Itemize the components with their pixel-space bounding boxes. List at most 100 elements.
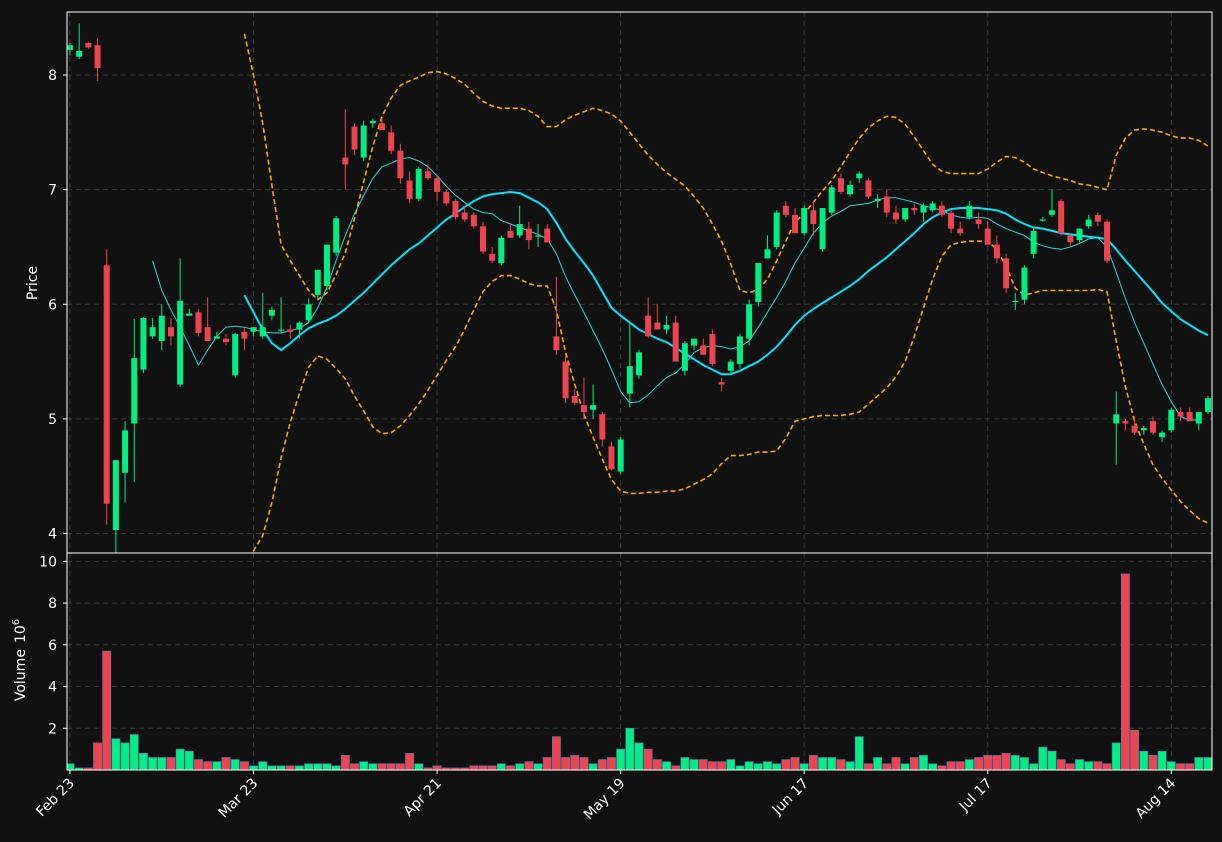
- candle: [672, 315, 679, 362]
- volume-bar: [891, 757, 901, 770]
- volume-bar: [1010, 755, 1020, 770]
- candle: [718, 377, 725, 392]
- volume-bar: [221, 757, 231, 770]
- candle-body: [819, 207, 826, 250]
- volume-bar: [1047, 750, 1057, 770]
- candle: [195, 308, 202, 337]
- volume-tick-label: 6: [48, 638, 57, 654]
- volume-bar: [515, 763, 525, 770]
- candle: [1030, 228, 1037, 259]
- candle-body: [663, 324, 670, 330]
- candle-body: [434, 178, 441, 192]
- candle-body: [966, 205, 973, 218]
- volume-bar: [469, 765, 479, 770]
- volume-bar: [506, 765, 515, 770]
- candle: [76, 23, 83, 59]
- candle-body: [351, 126, 358, 150]
- volume-bar: [120, 742, 130, 770]
- volume-bar: [937, 765, 947, 770]
- volume-bar: [1194, 757, 1204, 770]
- candle-body: [507, 230, 514, 238]
- bollinger-bands: [243, 33, 1209, 553]
- volume-bar: [726, 759, 736, 770]
- candle-body: [590, 405, 597, 410]
- volume-bar: [1093, 761, 1103, 770]
- candle-body: [773, 212, 780, 247]
- volume-bar: [267, 765, 277, 770]
- candle-body: [268, 310, 275, 316]
- candle-body: [223, 338, 230, 343]
- candle-body: [1021, 267, 1028, 300]
- volume-bar: [285, 765, 295, 770]
- candle: [369, 118, 376, 128]
- candle: [535, 224, 542, 247]
- candle: [544, 224, 551, 243]
- candlesticks: [67, 23, 1211, 553]
- candle-body: [1076, 228, 1083, 241]
- candle: [828, 185, 835, 215]
- candle: [131, 319, 138, 482]
- candle-body: [415, 169, 422, 199]
- candle-body: [479, 226, 486, 252]
- candle: [571, 389, 578, 406]
- x-axis-ticks: Feb 23 Mar 23 Apr 21 May 19 Jun 17 Jul 17 Aug …: [33, 770, 1179, 823]
- candle: [580, 377, 587, 419]
- x-tick-label: Jul 17: [956, 776, 996, 816]
- volume-bar: [239, 761, 249, 770]
- candle-body: [1159, 432, 1166, 438]
- candle-body: [892, 212, 899, 220]
- candle: [470, 212, 477, 229]
- candle-body: [1067, 235, 1074, 243]
- candle: [213, 331, 220, 339]
- candle-body: [636, 352, 642, 376]
- candle-body: [984, 228, 991, 245]
- candle-body: [681, 343, 688, 371]
- x-tick-label: Feb 23: [33, 776, 78, 821]
- candle: [241, 327, 248, 351]
- candle: [223, 334, 230, 346]
- candle: [966, 201, 973, 220]
- candle: [479, 221, 486, 254]
- candle-body: [461, 212, 468, 220]
- volume-tick-label: 8: [48, 596, 57, 612]
- candle-body: [232, 334, 239, 376]
- candle-body: [727, 361, 734, 371]
- candle: [1058, 198, 1065, 236]
- candle: [516, 205, 523, 238]
- x-tick-label: Mar 23: [216, 776, 262, 822]
- volume-bar: [1176, 763, 1185, 770]
- candle-body: [645, 315, 652, 337]
- candle: [911, 203, 918, 215]
- volume-bar: [377, 763, 387, 770]
- candle-body: [883, 196, 890, 213]
- volume-bar: [827, 757, 837, 770]
- candle: [443, 189, 450, 206]
- candle: [314, 269, 321, 299]
- volume-bar: [230, 759, 240, 770]
- candle-body: [782, 205, 789, 215]
- candle-body: [131, 358, 138, 424]
- candle-body: [177, 300, 184, 385]
- volume-bar: [1102, 763, 1112, 770]
- candle-body: [213, 336, 220, 339]
- candle-body: [103, 265, 110, 504]
- candle: [1131, 416, 1138, 435]
- candle-body: [204, 327, 211, 341]
- candle-body: [470, 214, 477, 227]
- candle-body: [1058, 201, 1065, 234]
- candle: [819, 207, 826, 252]
- candle: [847, 180, 854, 197]
- candle-body: [810, 210, 817, 225]
- volume-bar: [854, 736, 864, 770]
- volume-bar: [157, 757, 167, 770]
- volume-bar: [643, 748, 653, 770]
- candle: [856, 171, 863, 183]
- candle-body: [149, 327, 156, 337]
- volume-bar: [689, 759, 699, 770]
- candle-body: [718, 382, 725, 385]
- candle: [498, 235, 505, 266]
- volume-bar: [166, 757, 176, 770]
- candle: [782, 201, 789, 218]
- volume-bar: [1075, 759, 1084, 770]
- candle-body: [837, 178, 844, 192]
